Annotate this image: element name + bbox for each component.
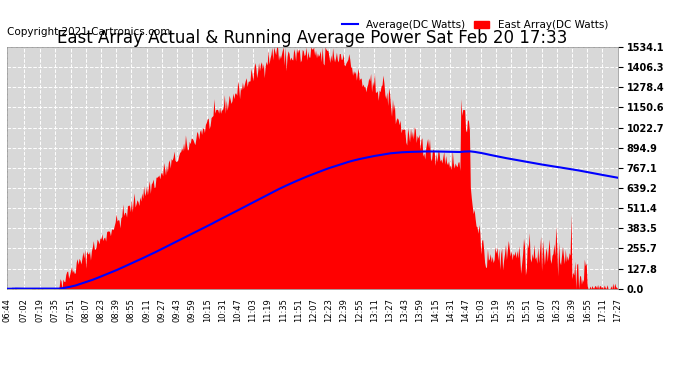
Legend: Average(DC Watts), East Array(DC Watts): Average(DC Watts), East Array(DC Watts)	[338, 16, 612, 34]
Title: East Array Actual & Running Average Power Sat Feb 20 17:33: East Array Actual & Running Average Powe…	[57, 29, 567, 47]
Text: Copyright 2021 Cartronics.com: Copyright 2021 Cartronics.com	[7, 27, 170, 37]
